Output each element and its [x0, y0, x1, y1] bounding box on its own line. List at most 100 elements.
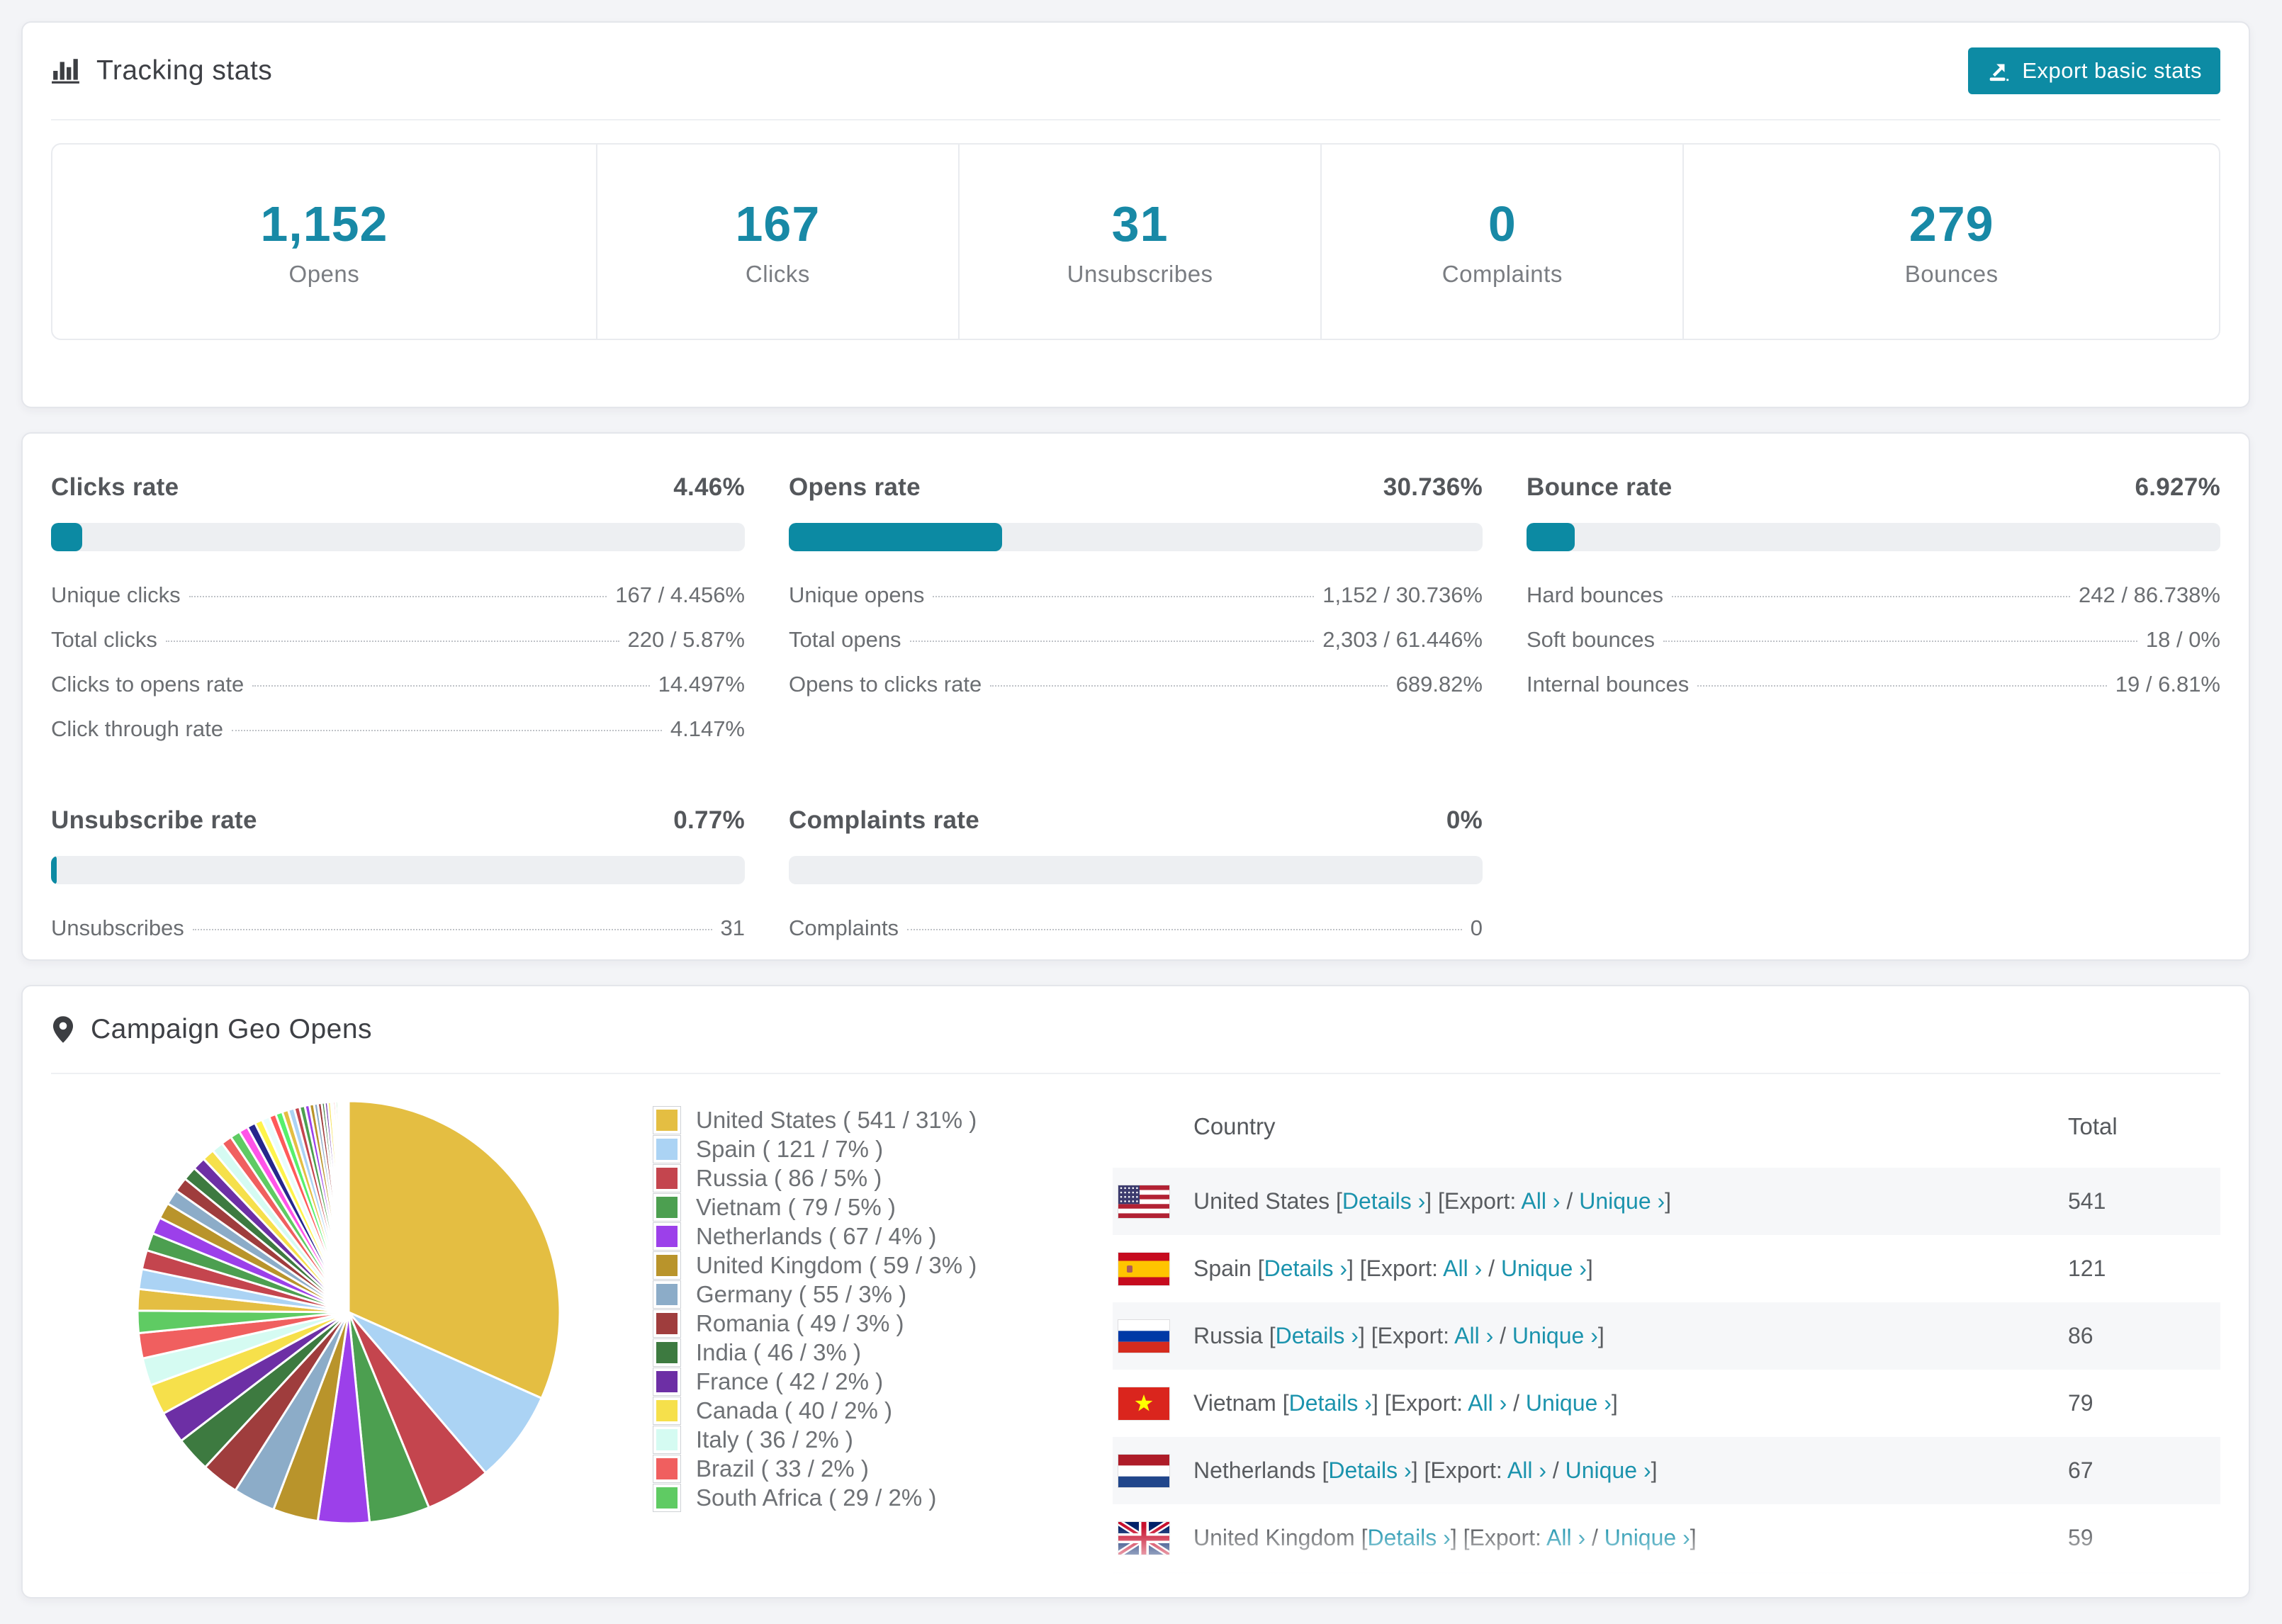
export-all-link[interactable]: All ›: [1454, 1323, 1494, 1348]
details-link[interactable]: Details ›: [1264, 1256, 1347, 1281]
rate-stat-value: 1,152 / 30.736%: [1322, 582, 1483, 607]
legend-item: South Africa ( 29 / 2% ): [653, 1483, 1113, 1512]
legend-swatch: [653, 1163, 681, 1192]
dotted-leader: [1663, 641, 2137, 642]
rate-progress-bar: [51, 856, 745, 884]
legend-label: United Kingdom ( 59 / 3% ): [696, 1251, 977, 1278]
rate-progress-fill: [1527, 523, 1575, 551]
rate-stat-label: Opens to clicks rate: [789, 672, 982, 697]
details-link[interactable]: Details ›: [1367, 1525, 1451, 1550]
pie-slice-other: [347, 1100, 350, 1314]
flag-gb-icon: [1118, 1521, 1170, 1555]
rate-stat-value: 19 / 6.81%: [2115, 672, 2220, 697]
rate-stat-label: Unsubscribes: [51, 915, 184, 940]
legend-label: Vietnam ( 79 / 5% ): [696, 1193, 896, 1220]
rate-title: Opens rate: [789, 473, 921, 501]
legend-label: France ( 42 / 2% ): [696, 1368, 884, 1394]
export-unique-link[interactable]: Unique ›: [1604, 1525, 1690, 1550]
geo-table-row: Netherlands [Details ›] [Export: All › /…: [1113, 1437, 2220, 1504]
total-value: [2068, 1572, 2220, 1597]
rate-progress-bar: [789, 856, 1483, 884]
rate-stat-row: Complaints 0: [789, 915, 1483, 941]
legend-swatch: [653, 1105, 681, 1134]
export-unique-link[interactable]: Unique ›: [1525, 1390, 1612, 1416]
rates-row-1: Clicks rate 4.46% Unique clicks 167 / 4.456…: [23, 463, 2249, 761]
geo-pie-chart: [51, 1086, 653, 1597]
dotted-leader: [909, 641, 1315, 642]
summary-stat-unsubscribes: 31 Unsubscribes: [958, 145, 1320, 339]
rate-stat-row: Unique opens 1,152 / 30.736%: [789, 582, 1483, 608]
legend-label: United States ( 541 / 31% ): [696, 1106, 977, 1133]
country-name-and-links: Spain [Details ›] [Export: All › / Uniqu…: [1193, 1256, 1593, 1281]
export-all-link[interactable]: All ›: [1521, 1188, 1561, 1214]
export-unique-link[interactable]: Unique ›: [1500, 1256, 1587, 1281]
stat-label: Clicks: [745, 261, 810, 287]
rate-stat-row: Hard bounces 242 / 86.738%: [1527, 582, 2220, 608]
total-value: 541: [2068, 1188, 2106, 1214]
rate-block-opens-rate: Opens rate 30.736% Unique opens 1,152 / 30.…: [789, 463, 1483, 761]
rate-stat-row: Unique clicks 167 / 4.456%: [51, 582, 745, 608]
export-all-link[interactable]: All ›: [1507, 1457, 1546, 1483]
rate-stat-row: Unsubscribes 31: [51, 915, 745, 941]
country-name-and-links: Netherlands [Details ›] [Export: All › /…: [1193, 1457, 1658, 1483]
page-title-text: Tracking stats: [96, 55, 273, 86]
rate-stat-value: 689.82%: [1395, 672, 1483, 697]
export-all-link[interactable]: All ›: [1468, 1390, 1507, 1416]
country-name: Spain: [1193, 1256, 1252, 1281]
details-link[interactable]: Details ›: [1342, 1188, 1426, 1214]
stat-value: 31: [1111, 196, 1169, 252]
geo-table-row-partial: [1113, 1572, 2220, 1597]
legend-label: India ( 46 / 3% ): [696, 1338, 861, 1365]
header-divider: [51, 119, 2220, 120]
stat-label: Complaints: [1441, 261, 1563, 287]
stat-value: 167: [735, 196, 821, 252]
flag-nl-icon: [1118, 1453, 1170, 1488]
rate-stat-label: Unique clicks: [51, 582, 181, 607]
stat-label: Bounces: [1904, 261, 1999, 287]
export-unique-link[interactable]: Unique ›: [1565, 1457, 1651, 1483]
rate-stat-label: Click through rate: [51, 716, 223, 741]
rate-stat-label: Hard bounces: [1527, 582, 1664, 607]
legend-swatch: [653, 1425, 681, 1454]
legend-item: Spain ( 121 / 7% ): [653, 1134, 1113, 1163]
export-all-link[interactable]: All ›: [1546, 1525, 1586, 1550]
export-unique-link[interactable]: Unique ›: [1579, 1188, 1665, 1214]
rate-progress-bar: [51, 523, 745, 551]
dotted-leader: [907, 929, 1462, 930]
total-value: 79: [2068, 1390, 2093, 1416]
legend-item: Germany ( 55 / 3% ): [653, 1280, 1113, 1309]
legend-label: Russia ( 86 / 5% ): [696, 1164, 882, 1191]
rates-row-2: Unsubscribe rate 0.77% Unsubscribes 31 Compl…: [23, 796, 2249, 960]
legend-label: Spain ( 121 / 7% ): [696, 1135, 884, 1162]
rate-value: 4.46%: [673, 473, 745, 501]
geo-header-divider: [51, 1073, 2220, 1074]
legend-swatch: [653, 1222, 681, 1251]
rate-progress-fill: [51, 523, 82, 551]
rate-stat-row: Total opens 2,303 / 61.446%: [789, 627, 1483, 653]
bar-chart-icon: [52, 59, 79, 84]
stat-value: 279: [1909, 196, 1994, 252]
rate-title: Bounce rate: [1527, 473, 1673, 501]
details-link[interactable]: Details ›: [1288, 1390, 1372, 1416]
legend-swatch: [653, 1454, 681, 1483]
rate-stat-value: 14.497%: [658, 672, 745, 697]
geo-pie-svg: [136, 1100, 561, 1525]
details-link[interactable]: Details ›: [1328, 1457, 1412, 1483]
rate-stat-value: 2,303 / 61.446%: [1322, 627, 1483, 652]
export-all-link[interactable]: All ›: [1443, 1256, 1483, 1281]
export-unique-link[interactable]: Unique ›: [1512, 1323, 1598, 1348]
legend-swatch: [653, 1483, 681, 1512]
country-name: United Kingdom: [1193, 1525, 1355, 1550]
rate-stat-value: 18 / 0%: [2145, 627, 2220, 652]
country-name: Vietnam: [1193, 1390, 1276, 1416]
rate-stat-value: 220 / 5.87%: [627, 627, 745, 652]
rate-stat-value: 242 / 86.738%: [2079, 582, 2220, 607]
details-link[interactable]: Details ›: [1275, 1323, 1359, 1348]
dotted-leader: [165, 641, 619, 642]
rate-stat-label: Internal bounces: [1527, 672, 1690, 697]
export-basic-stats-button[interactable]: Export basic stats: [1968, 47, 2220, 94]
geo-title-text: Campaign Geo Opens: [91, 1014, 373, 1044]
country-cell: Russia [Details ›] [Export: All › / Uniq…: [1113, 1302, 2068, 1370]
geo-table-row: Russia [Details ›] [Export: All › / Uniq…: [1113, 1302, 2220, 1370]
legend-item: Netherlands ( 67 / 4% ): [653, 1222, 1113, 1251]
